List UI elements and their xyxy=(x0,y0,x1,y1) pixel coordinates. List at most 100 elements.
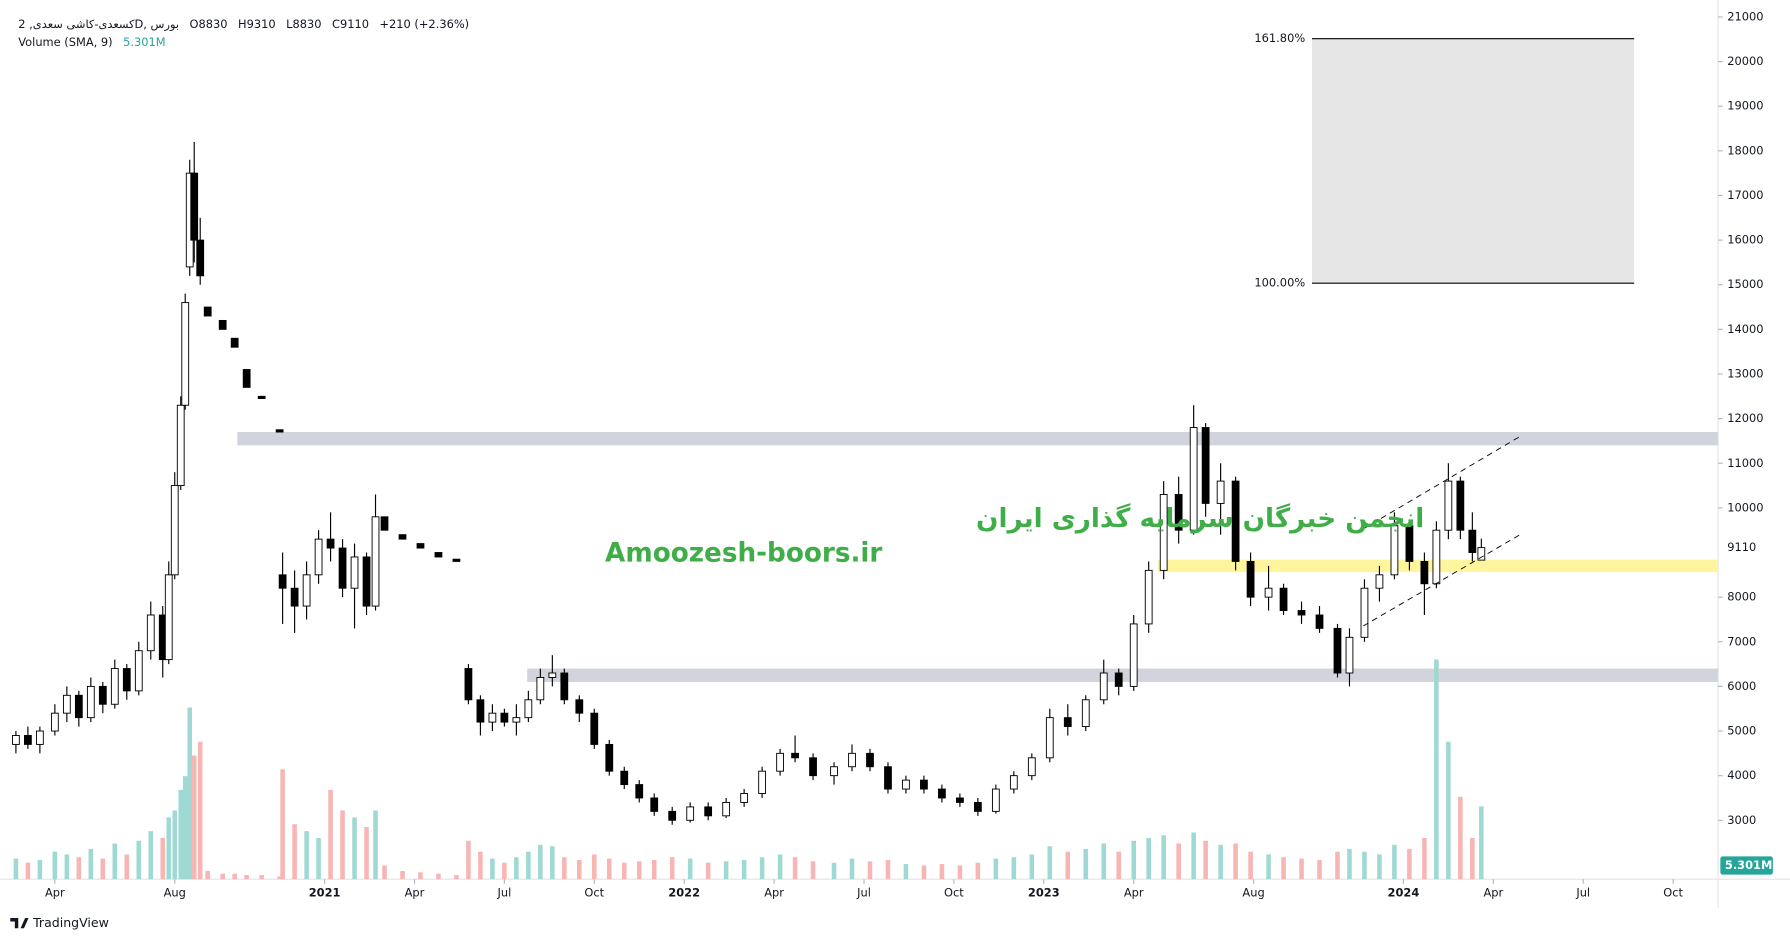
candle-body xyxy=(1360,587,1369,638)
candle-body xyxy=(398,534,407,540)
volume-bar xyxy=(538,844,543,880)
candle-body xyxy=(218,319,227,330)
volume-bar xyxy=(1065,851,1071,880)
candle-body xyxy=(203,306,212,317)
candle-body xyxy=(548,672,557,678)
volume-bar xyxy=(810,861,816,880)
candle-body xyxy=(362,556,371,607)
volume-bar xyxy=(328,789,333,880)
volume-title: Volume (SMA, 9) xyxy=(18,35,112,49)
candle-body xyxy=(164,574,173,661)
y-tick-label: 5000 xyxy=(1727,724,1756,738)
candle-body xyxy=(1099,672,1108,701)
x-tick-label: Jul xyxy=(1575,885,1590,899)
candle-body xyxy=(242,369,251,388)
y-tick-label: 21000 xyxy=(1727,9,1763,23)
candle-body xyxy=(1477,547,1486,561)
symbol: کسعدی-کاشی سعدی, 2D, بورس xyxy=(18,16,179,31)
candle-body xyxy=(24,735,32,745)
volume-bar xyxy=(669,857,675,880)
volume-bar xyxy=(1218,844,1223,880)
x-tick-label: Apr xyxy=(764,885,784,899)
candle-body xyxy=(488,712,497,723)
volume-bar xyxy=(172,810,178,880)
candle-body xyxy=(830,766,838,777)
volume-bar xyxy=(1101,843,1107,880)
volume-bar xyxy=(280,769,285,880)
volume-bar xyxy=(382,865,387,880)
volume-bar xyxy=(148,831,154,880)
volume-bar xyxy=(292,824,297,880)
brand: TradingView xyxy=(32,915,109,930)
candle-body xyxy=(176,404,185,487)
candle-body xyxy=(884,766,892,790)
tradingview-logo: TradingView xyxy=(10,915,109,930)
candle-body xyxy=(434,552,443,558)
y-tick-label: 11000 xyxy=(1727,456,1763,470)
volume-bar xyxy=(636,861,642,880)
volume-bar xyxy=(112,843,118,880)
candle-body xyxy=(134,650,143,692)
candle-body xyxy=(1045,717,1054,759)
y-tick-label: 7000 xyxy=(1727,634,1756,648)
candle-body xyxy=(416,543,425,549)
volume-bar xyxy=(1392,844,1397,880)
candle-body xyxy=(1216,480,1225,504)
candle-body xyxy=(464,668,473,701)
y-tick-label: 8000 xyxy=(1727,590,1756,604)
low-value: 8830 xyxy=(292,16,321,30)
candle-body xyxy=(1246,560,1255,598)
volume-bar xyxy=(1479,806,1484,880)
volume-bar xyxy=(160,837,166,880)
volume-bar xyxy=(526,851,531,880)
volume-bar xyxy=(1470,837,1475,880)
candle-body xyxy=(74,694,83,719)
volume-bar xyxy=(1161,835,1166,880)
volume-last-label: 5.301M xyxy=(1725,858,1772,872)
candle-body xyxy=(722,801,731,817)
y-tick-label: 6000 xyxy=(1727,679,1756,693)
volume-bar xyxy=(1083,848,1089,880)
volume-bar xyxy=(514,857,519,880)
volume-bar xyxy=(340,810,345,880)
volume-bar xyxy=(436,873,441,880)
x-tick-label: Apr xyxy=(45,885,65,899)
candle-body xyxy=(848,752,856,768)
candle-body xyxy=(991,788,1000,812)
volume-bar xyxy=(1266,854,1271,880)
x-tick-label: Apr xyxy=(405,885,425,899)
candle-body xyxy=(920,779,928,790)
x-tick-label: Apr xyxy=(1124,885,1144,899)
x-tick-label: Oct xyxy=(584,885,604,899)
volume-bar xyxy=(651,859,657,880)
volume-bar xyxy=(1176,843,1181,880)
volume-bar xyxy=(418,872,423,880)
volume-bar xyxy=(1299,858,1304,880)
volume-bar xyxy=(100,858,106,880)
volume-bar xyxy=(76,857,82,880)
volume-bar xyxy=(205,870,210,880)
volume-bar xyxy=(124,854,130,880)
volume-bar xyxy=(232,873,237,880)
y-tick-label: 4000 xyxy=(1727,768,1756,782)
candle-body xyxy=(1144,569,1153,625)
candle-body xyxy=(758,770,766,794)
volume-header: Volume (SMA, 9) 5.301M xyxy=(18,35,165,49)
candle-body xyxy=(275,429,284,433)
volume-bar xyxy=(562,857,567,880)
volume-bar xyxy=(191,755,197,880)
candle-body xyxy=(1375,574,1384,589)
watermark-url: Amoozesh-boors.ir xyxy=(605,538,882,568)
candle-body xyxy=(314,538,323,576)
volume-bar xyxy=(37,859,43,880)
candle-body xyxy=(938,788,946,799)
zone xyxy=(237,432,1719,446)
x-tick-label: Oct xyxy=(944,885,964,899)
volume-bar xyxy=(490,858,495,880)
candle-body xyxy=(380,516,389,531)
candle-body xyxy=(590,712,599,745)
candle-body xyxy=(1315,614,1324,629)
volume-bar xyxy=(25,862,31,880)
candle-body xyxy=(1231,480,1240,562)
